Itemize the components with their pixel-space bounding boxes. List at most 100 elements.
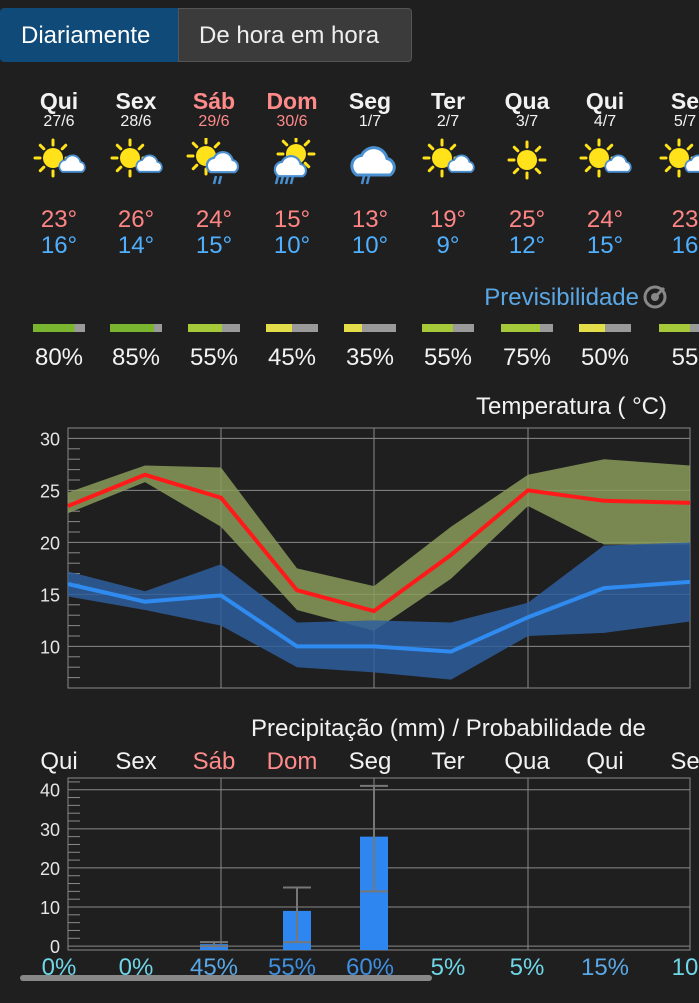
- max-temp: 24°: [586, 206, 624, 233]
- day-temperatures: 15° 10°: [253, 207, 331, 259]
- max-temp-line: [67, 472, 691, 614]
- max-temp: 23°: [40, 206, 78, 233]
- precipitation-chart: 0 10 20 30 40: [40, 777, 691, 955]
- day-name: Se: [670, 88, 699, 114]
- day-name: Dom: [266, 88, 318, 114]
- predictability-bar: [110, 324, 162, 332]
- day-column[interactable]: Ter 2/7: [409, 88, 487, 130]
- y-tick-label: 10: [40, 637, 60, 657]
- view-tabs: Diariamente De hora em hora: [0, 8, 412, 64]
- day-name: Sáb: [192, 88, 236, 114]
- tab-hourly[interactable]: De hora em hora: [178, 8, 412, 62]
- sun-cloud-icon: [659, 138, 699, 178]
- sun-cloud-icon: [110, 138, 163, 178]
- tab-daily[interactable]: Diariamente: [0, 8, 178, 62]
- min-temp: 16°: [40, 232, 78, 259]
- sun-icon: [507, 140, 547, 180]
- day-name: Qui: [585, 88, 625, 114]
- min-temp: 16: [671, 232, 699, 259]
- predictability-percent: 55%: [423, 344, 473, 371]
- day-column[interactable]: Dom 30/6: [253, 88, 331, 130]
- y-tick-label: 0: [50, 937, 60, 955]
- max-temp: 19°: [429, 206, 467, 233]
- predictability-percent: 55: [671, 344, 699, 371]
- y-tick-label: 15: [40, 585, 60, 605]
- predictability-percent: 45%: [267, 344, 317, 371]
- day-date: 3/7: [515, 113, 539, 130]
- min-temp: 10°: [273, 232, 311, 259]
- day-column[interactable]: Sex 28/6: [97, 88, 175, 130]
- sun-cloud-icon: [33, 138, 86, 178]
- day-column[interactable]: Qui 4/7: [566, 88, 644, 130]
- day-column[interactable]: Qua 3/7: [488, 88, 566, 130]
- day-date: 4/7: [593, 113, 617, 130]
- day-name: Ter: [430, 88, 466, 114]
- precipitation-day: Seg: [348, 748, 392, 775]
- day-temperatures: 24° 15°: [175, 207, 253, 259]
- cloud-rain-icon: [350, 146, 396, 185]
- predictability-bar: [579, 324, 631, 332]
- min-temp: 10°: [351, 232, 389, 259]
- day-column[interactable]: Sáb 29/6: [175, 88, 253, 130]
- day-column[interactable]: Qui 27/6: [20, 88, 98, 130]
- precipitation-day: Sáb: [192, 748, 236, 775]
- predictability-percent: 75%: [502, 344, 552, 371]
- y-tick-label: 30: [40, 820, 60, 840]
- max-temp: 24°: [195, 206, 233, 233]
- predictability-bar: [659, 324, 699, 332]
- predictability-icon[interactable]: [642, 284, 668, 310]
- predictability-label[interactable]: Previsibilidade: [484, 284, 639, 311]
- predictability-percent: 35%: [345, 344, 395, 371]
- horizontal-scrollbar[interactable]: [20, 975, 432, 981]
- day-temperatures: 24° 15°: [566, 207, 644, 259]
- max-temp: 25°: [508, 206, 546, 233]
- predictability-bar: [501, 324, 553, 332]
- precipitation-probability: 10: [671, 954, 699, 981]
- day-name: Qui: [39, 88, 79, 114]
- precipitation-day: Ter: [431, 748, 465, 775]
- predictability-percent: 80%: [34, 344, 84, 371]
- min-temp: 15°: [195, 232, 233, 259]
- predictability-percent: 55%: [189, 344, 239, 371]
- max-temp: 15°: [273, 206, 311, 233]
- predictability-bar: [188, 324, 240, 332]
- day-column[interactable]: Se 5/7: [646, 88, 699, 130]
- predictability-bar: [266, 324, 318, 332]
- day-name: Qua: [504, 88, 550, 114]
- precipitation-day: Qui: [586, 748, 624, 775]
- sun-cloud-heavy-rain-icon: [273, 138, 316, 185]
- sun-cloud-rain-icon: [186, 138, 239, 185]
- max-temp: 23: [671, 206, 699, 233]
- precipitation-day: Qua: [504, 748, 550, 775]
- day-temperatures: 23 16: [646, 207, 699, 259]
- day-column[interactable]: Seg 1/7: [331, 88, 409, 130]
- precipitation-probability: 5%: [509, 954, 545, 981]
- y-tick-label: 20: [40, 859, 60, 879]
- day-date: 29/6: [198, 113, 230, 130]
- min-temp: 12°: [508, 232, 546, 259]
- temperature-chart: 10 15 20 25 30: [40, 427, 691, 689]
- sun-cloud-icon: [579, 138, 632, 178]
- y-tick-label: 25: [40, 481, 60, 501]
- precipitation-day: Sex: [115, 748, 157, 775]
- day-name: Seg: [348, 88, 392, 114]
- day-date: 1/7: [358, 113, 382, 130]
- max-temp: 26°: [117, 206, 155, 233]
- day-temperatures: 13° 10°: [331, 207, 409, 259]
- day-date: 2/7: [436, 113, 460, 130]
- precipitation-probability: 15%: [580, 954, 630, 981]
- day-date: 30/6: [276, 113, 308, 130]
- y-tick-label: 40: [40, 781, 60, 801]
- min-temp-line: [67, 579, 691, 654]
- day-date: 5/7: [673, 113, 697, 130]
- predictability-percent: 50%: [580, 344, 630, 371]
- predictability-bar: [344, 324, 396, 332]
- y-tick-label: 30: [40, 429, 60, 449]
- max-temp: 13°: [351, 206, 389, 233]
- precipitation-day: Qui: [40, 748, 78, 775]
- y-tick-label: 10: [40, 898, 60, 918]
- min-temp: 9°: [436, 232, 460, 259]
- min-temp: 14°: [117, 232, 155, 259]
- day-temperatures: 25° 12°: [488, 207, 566, 259]
- predictability-bar: [33, 324, 85, 332]
